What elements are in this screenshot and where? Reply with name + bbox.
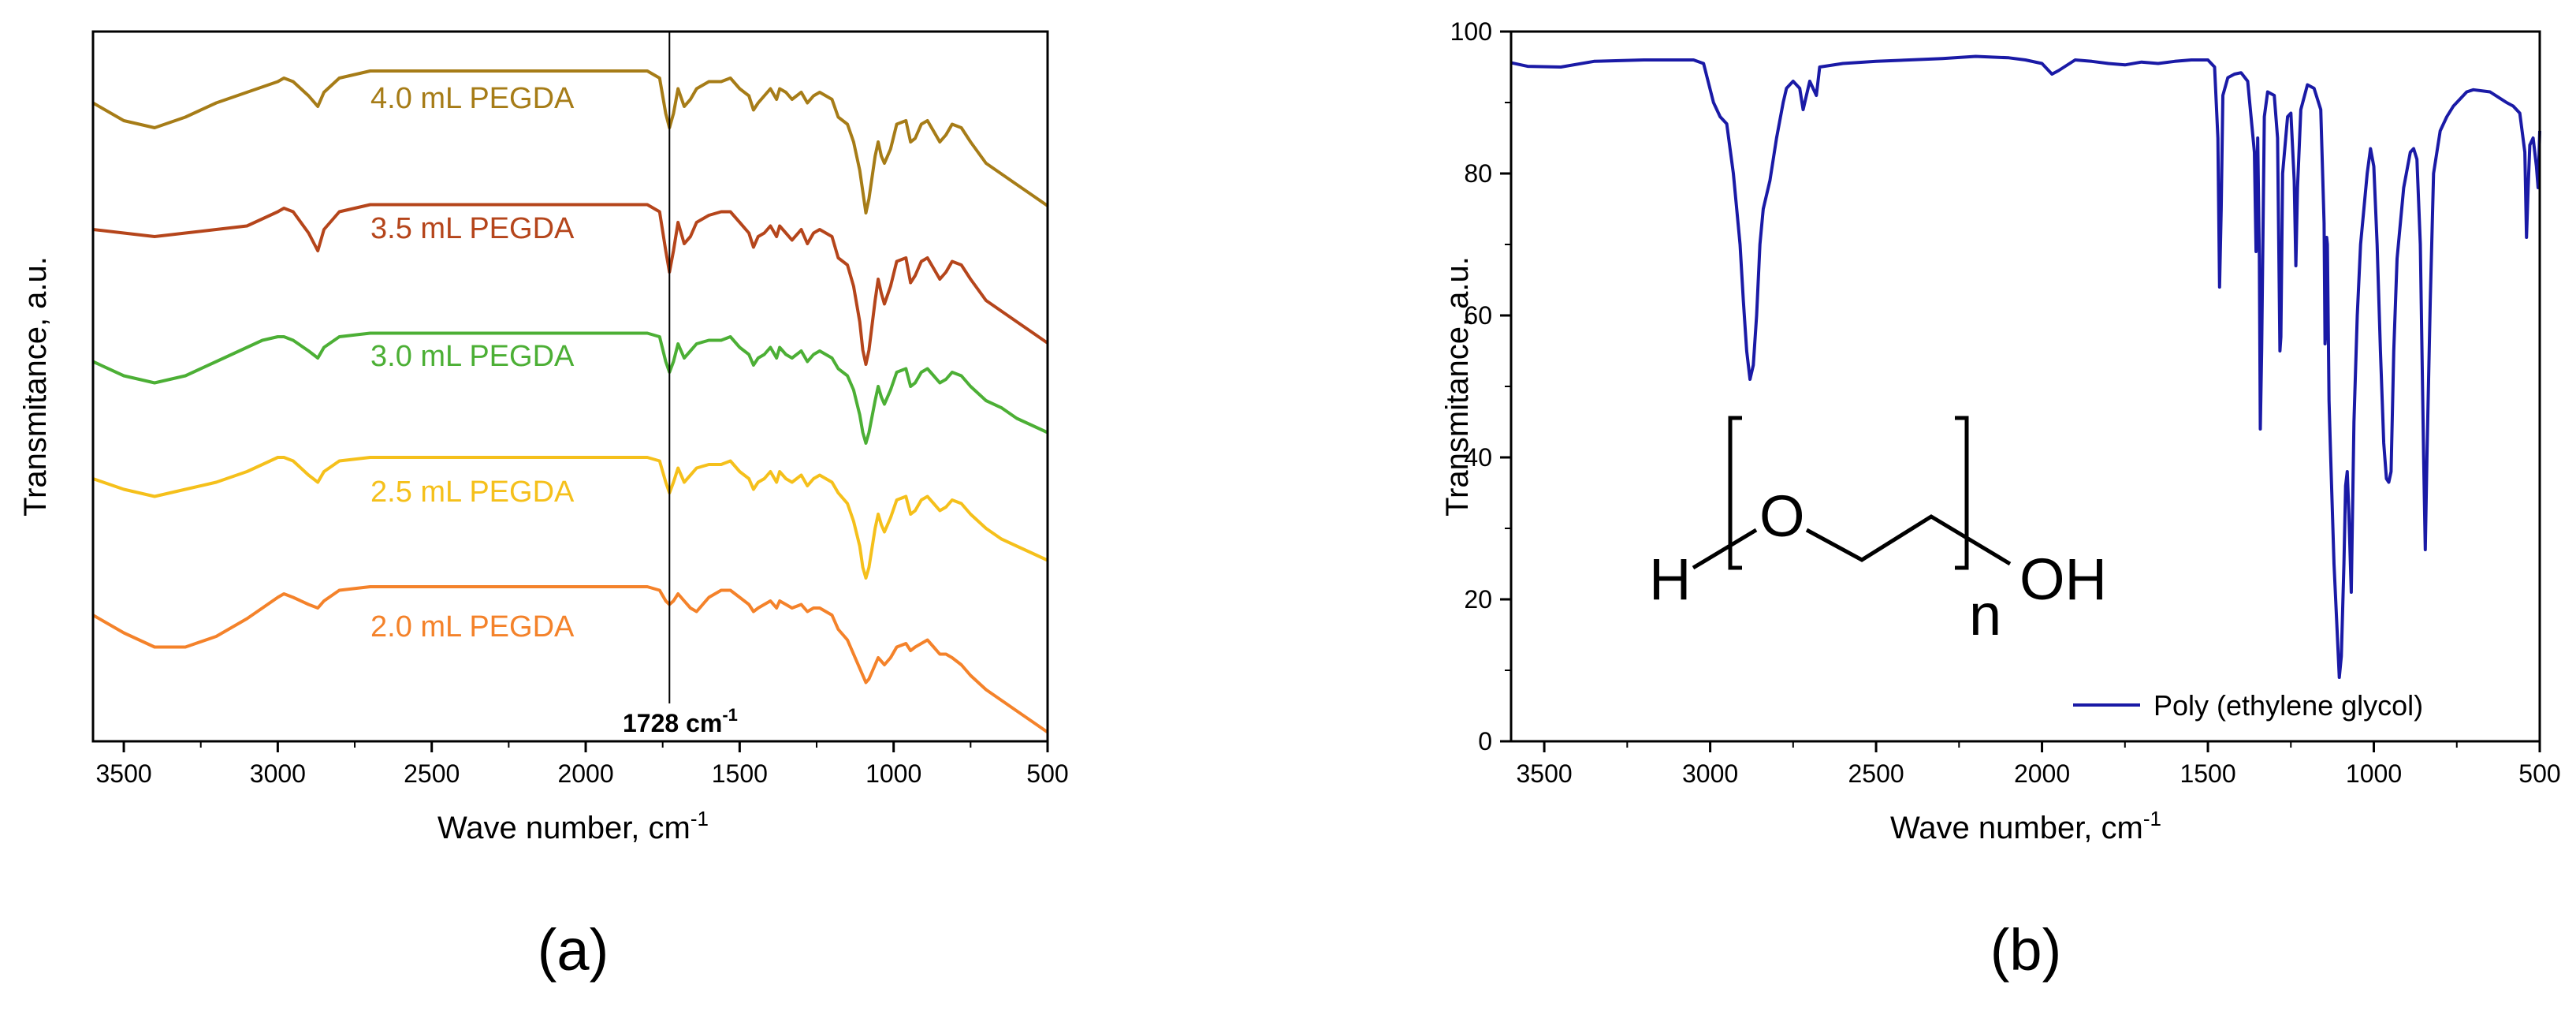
panel-b-plot-area [1510, 54, 2541, 679]
peg-structure-left-bracket [1728, 416, 1742, 570]
peg-structure-o-atom: O [1759, 483, 1805, 549]
panel-b-legend-label: Poly (ethylene glycol) [2153, 689, 2423, 722]
panel-a-series-label: 3.0 mL PEGDA [370, 340, 575, 373]
panel-a-x-tick-label: 3500 [95, 759, 151, 788]
panel-a-series-label: 3.5 mL PEGDA [370, 212, 575, 245]
panel-a-plot-area: 4.0 mL PEGDA 3.5 mL PEGDA 3.0 mL PEGDA 2.5 … [92, 32, 1049, 734]
panel-b-caption: (b) [1990, 917, 2061, 983]
panel-a-caption: (a) [538, 917, 609, 983]
peg-structure-bonds [1692, 514, 2012, 570]
panel-a-series-line [92, 456, 1048, 580]
panel-b-y-tick-label: 60 [1464, 301, 1492, 330]
peg-structure-oh-group: OH [2019, 547, 2107, 612]
peg-structure-inset: H O OH n [1649, 416, 2107, 647]
panel-b-y-tick-label: 100 [1450, 17, 1492, 46]
peg-structure-right-bracket [1955, 416, 1969, 570]
panel-b-chart: 3500 3000 2500 2000 1500 1000 500 0 20 40 60 80 100… [1440, 17, 2561, 845]
panel-b-x-tick-label: 1500 [2180, 759, 2235, 788]
panel-b-y-ticks: 0 20 40 60 80 100 [1450, 17, 1511, 755]
panel-a-x-ticks: 3500 3000 2500 2000 1500 1000 500 [95, 741, 1069, 788]
panel-a-x-axis-title: Wave number, cm-1 [437, 807, 709, 845]
panel-a-series-label: 2.5 mL PEGDA [370, 476, 575, 509]
panel-b-y-tick-label: 0 [1478, 727, 1492, 755]
panel-b-y-tick-label: 40 [1464, 443, 1492, 472]
panel-a-series-line [92, 331, 1048, 445]
panel-b-x-ticks: 3500 3000 2500 2000 1500 1000 500 [1517, 741, 2561, 788]
panel-a-x-tick-label: 2500 [404, 759, 460, 788]
panel-b-y-axis-title: Transmitance, a.u. [1440, 256, 1475, 517]
panel-a-series-line [92, 69, 1049, 215]
panel-a-frame [91, 30, 1049, 743]
panel-a-x-tick-label: 1500 [712, 759, 768, 788]
panel-b-x-tick-label: 3500 [1517, 759, 1573, 788]
peg-structure-h-atom: H [1649, 547, 1691, 612]
panel-a-y-axis-title: Transmitance, a.u. [18, 256, 53, 517]
panel-b-x-axis-title: Wave number, cm-1 [1890, 807, 2161, 845]
panel-b-y-tick-label: 20 [1464, 585, 1492, 614]
panel-a-series-label: 4.0 mL PEGDA [370, 82, 575, 115]
panel-a-series-line [92, 203, 1049, 366]
panel-b-x-tick-label: 2500 [1848, 759, 1904, 788]
panel-a-series-line [92, 585, 1049, 734]
panel-b-x-tick-label: 2000 [2014, 759, 2070, 788]
panel-b-x-tick-label: 500 [2518, 759, 2560, 788]
panel-a-x-tick-label: 3000 [250, 759, 306, 788]
panel-a-x-tick-label: 1000 [865, 759, 921, 788]
panel-a-series-label: 2.0 mL PEGDA [370, 610, 575, 644]
panel-b-x-tick-label: 3000 [1682, 759, 1738, 788]
panel-a-x-tick-label: 2000 [557, 759, 613, 788]
panel-b-x-tick-label: 1000 [2346, 759, 2402, 788]
peg-structure-repeat-n: n [1969, 582, 2001, 647]
panel-b-legend: Poly (ethylene glycol) [2073, 689, 2423, 722]
panel-a-vline-label: 1728 cm-1 [623, 705, 738, 737]
panel-b-y-tick-label: 80 [1464, 159, 1492, 188]
panel-a-x-tick-label: 500 [1026, 759, 1068, 788]
panel-a-chart: 4.0 mL PEGDA 3.5 mL PEGDA 3.0 mL PEGDA 2.5 … [18, 30, 1069, 845]
panel-b-series-line [1510, 54, 2541, 679]
